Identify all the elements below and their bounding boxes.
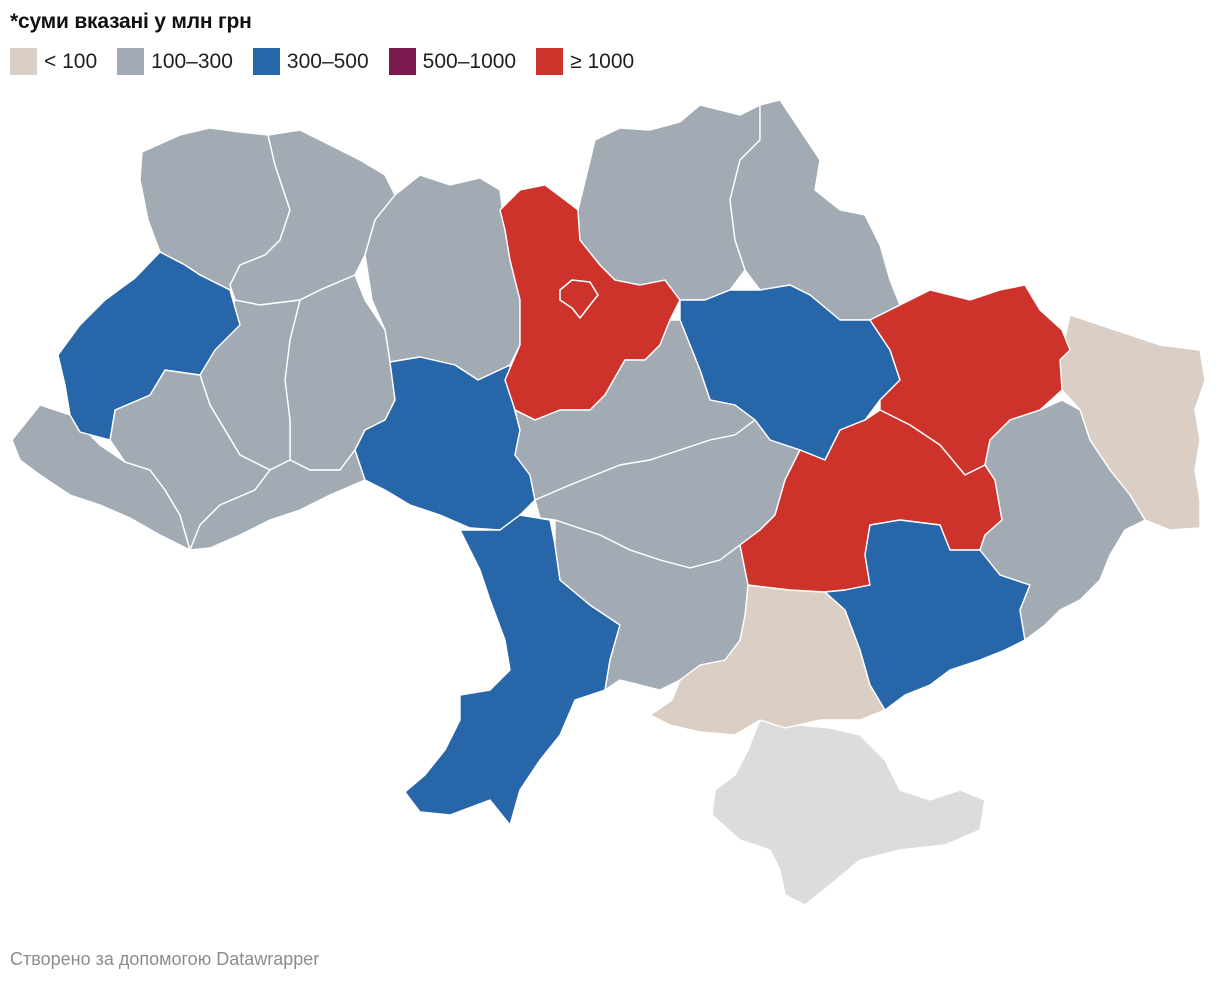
legend-swatch — [10, 48, 37, 75]
region-kyiv-city[interactable] — [559, 279, 599, 319]
legend-item-under-100: < 100 — [10, 48, 97, 75]
legend-item-300-500: 300–500 — [252, 48, 369, 75]
region-crimea[interactable] — [711, 719, 986, 906]
legend: < 100 100–300 300–500 500–1000 ≥ 1000 — [10, 48, 634, 75]
legend-swatch — [388, 48, 416, 75]
legend-swatch — [536, 48, 564, 75]
legend-label: < 100 — [44, 49, 98, 73]
legend-item-500-1000: 500–1000 — [388, 48, 517, 75]
region-donetsk[interactable] — [979, 399, 1146, 641]
legend-item-100-300: 100–300 — [117, 48, 233, 75]
legend-item-1000-plus: ≥ 1000 — [536, 48, 634, 75]
legend-label: 300–500 — [286, 49, 369, 73]
legend-swatch — [117, 48, 145, 75]
legend-swatch — [252, 48, 280, 75]
legend-label: 500–1000 — [422, 49, 517, 73]
legend-label: ≥ 1000 — [570, 49, 635, 73]
credit-text: Створено за допомогою Datawrapper — [10, 949, 320, 969]
region-zaporizhzhia[interactable] — [824, 519, 1031, 711]
region-chernivtsi[interactable] — [189, 449, 366, 551]
region-lviv[interactable] — [57, 251, 241, 441]
map-note: *суми вказані у млн грн — [10, 10, 252, 33]
region-mykolaiv[interactable] — [554, 519, 749, 691]
legend-label: 100–300 — [151, 49, 233, 73]
